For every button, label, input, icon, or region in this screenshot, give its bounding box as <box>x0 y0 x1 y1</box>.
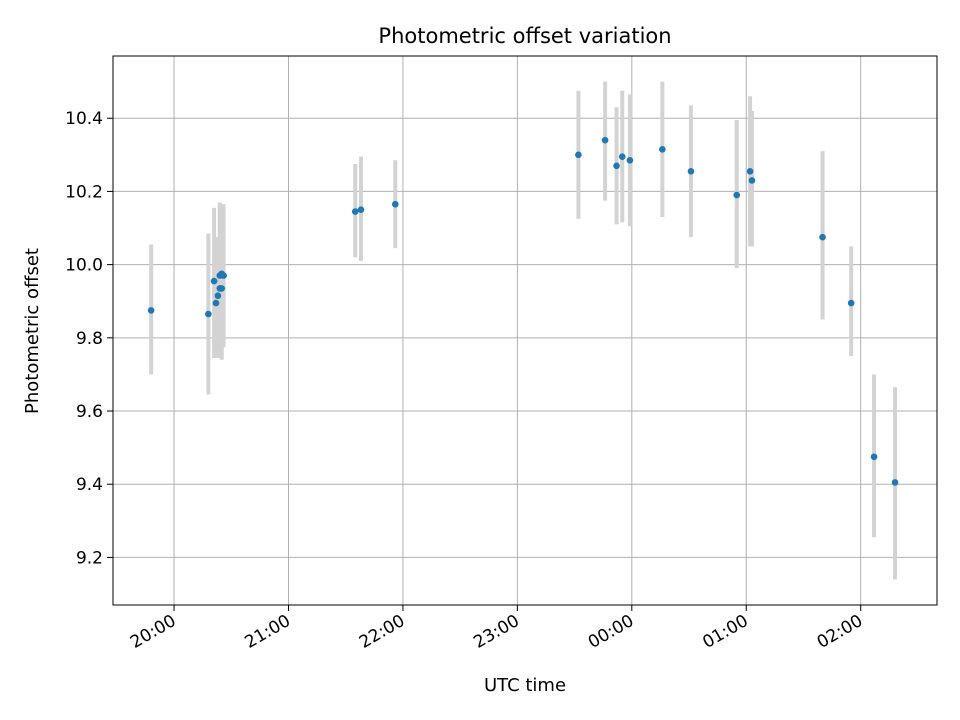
data-point <box>819 233 826 241</box>
grid <box>113 56 937 605</box>
y-tick-label: 9.2 <box>76 548 103 568</box>
x-tick-label: 20:00 <box>127 611 179 653</box>
data-point <box>351 208 359 215</box>
data-point <box>218 285 226 292</box>
data-point <box>746 167 754 175</box>
y-tick-label: 9.4 <box>76 475 103 495</box>
data-point <box>575 151 582 159</box>
errorbars <box>149 81 898 580</box>
data-point <box>891 479 899 486</box>
x-axis-label: UTC time <box>484 675 566 696</box>
x-tick-label: 21:00 <box>242 611 294 653</box>
data-point <box>205 310 212 318</box>
x-tick-label: 23:00 <box>470 611 522 653</box>
data-point <box>212 299 220 307</box>
y-axis: 9.2 9.4 9.6 9.8 10.0 10.2 10.4 <box>65 109 113 568</box>
chart-title: Photometric offset variation <box>378 24 671 48</box>
plot-area-frame <box>112 55 938 606</box>
data-point <box>733 191 741 199</box>
x-tick-label: 01:00 <box>699 611 751 653</box>
data-point <box>748 177 756 184</box>
y-axis-label: Photometric offset <box>22 248 43 414</box>
data-point <box>357 206 365 214</box>
data-point <box>618 153 626 160</box>
data-point <box>626 157 634 164</box>
data-point <box>147 307 155 314</box>
y-tick-label: 9.8 <box>76 329 103 349</box>
x-tick-label: 22:00 <box>356 611 408 653</box>
markers <box>147 136 899 486</box>
y-tick-label: 10.2 <box>65 182 103 202</box>
data-point <box>613 162 620 170</box>
x-tick-label: 00:00 <box>585 611 637 653</box>
data-point <box>391 200 399 208</box>
data-point <box>847 299 855 307</box>
y-tick-label: 9.6 <box>76 402 103 422</box>
data-point <box>870 453 878 461</box>
data-point <box>601 136 609 144</box>
data-point <box>214 292 222 300</box>
data-point <box>210 277 218 285</box>
data-point <box>220 272 227 279</box>
x-tick-label: 02:00 <box>814 611 866 653</box>
data-point <box>659 146 666 153</box>
y-tick-label: 10.0 <box>65 256 103 276</box>
data-point <box>687 167 695 175</box>
y-tick-label: 10.4 <box>65 109 103 129</box>
x-axis: 20:00 21:00 22:00 23:00 00:00 01:00 02:00 <box>127 605 866 653</box>
